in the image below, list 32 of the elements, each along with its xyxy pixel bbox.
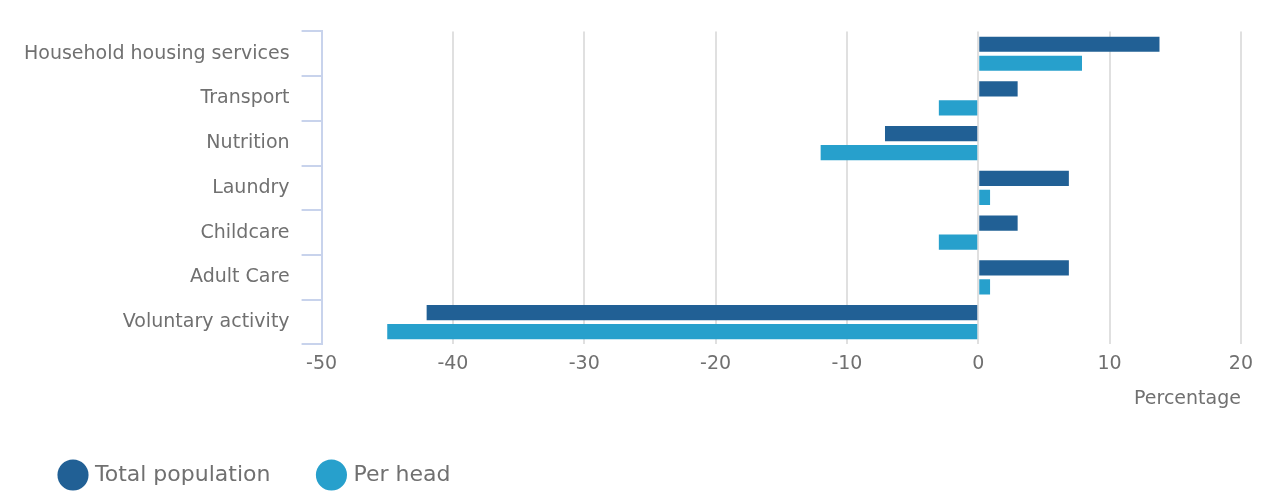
x-tick-label: 20 (1228, 350, 1254, 373)
x-tick-label: -20 (700, 350, 732, 373)
bar (979, 189, 991, 205)
y-tick-label: Voluntary activity (122, 308, 290, 331)
x-tick-label: 0 (972, 350, 985, 373)
bar (979, 55, 1082, 71)
y-tick-label: Household housing services (24, 40, 290, 63)
bar (979, 279, 991, 295)
x-tick-label: -40 (437, 350, 469, 373)
y-tick-label: Laundry (212, 174, 290, 197)
x-tick-label: -10 (831, 350, 863, 373)
x-tick-label: 10 (1097, 350, 1122, 373)
bar (979, 81, 1018, 97)
y-tick-label: Childcare (200, 219, 290, 242)
x-tick-label: -30 (568, 350, 600, 373)
bar (820, 145, 978, 161)
bar (938, 100, 978, 116)
x-axis-title: Percentage (1134, 385, 1241, 408)
bar (979, 170, 1069, 186)
x-tick-label: -50 (306, 350, 338, 373)
bar (979, 260, 1069, 276)
bar (426, 304, 978, 321)
bar (885, 126, 978, 142)
y-tick-label: Adult Care (190, 264, 290, 287)
bar (979, 36, 1160, 52)
bar (938, 234, 978, 250)
y-tick-label: Transport (199, 85, 290, 108)
legend-label: Per head (353, 460, 451, 486)
y-tick-label: Nutrition (206, 130, 290, 153)
legend-label: Total population (94, 460, 271, 486)
bar (387, 323, 978, 340)
bar (979, 215, 1018, 231)
